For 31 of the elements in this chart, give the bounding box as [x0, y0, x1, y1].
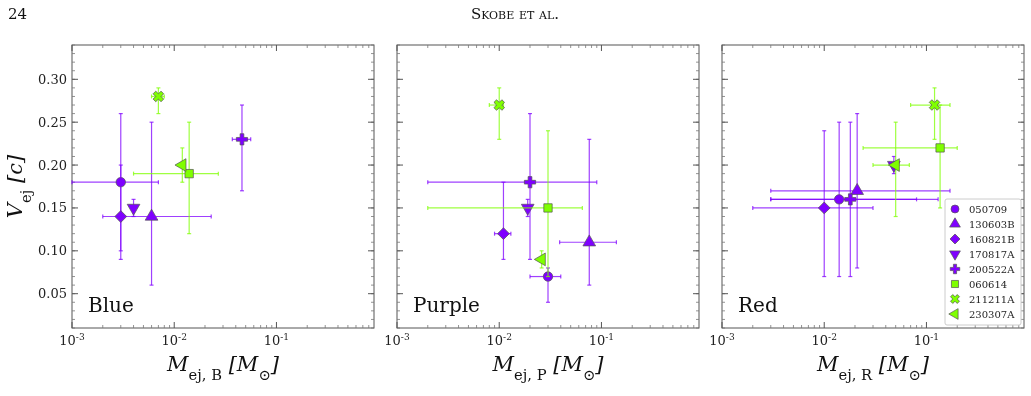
legend-label: 200522A: [969, 264, 1016, 275]
y-tick-label: 0.05: [38, 286, 67, 302]
x-tick-label: 10$^{-2}$: [811, 332, 837, 348]
text: Skobe et al.: [470, 5, 560, 23]
legend-label: 050709: [969, 204, 1008, 215]
x-tick-label: 10$^{-2}$: [486, 332, 512, 348]
y-tick-label: 0.10: [38, 243, 67, 259]
x-tick-label: 10$^{-3}$: [709, 332, 735, 348]
y-tick-label: 0.30: [38, 71, 67, 87]
y-tick-label: 0.25: [38, 114, 67, 130]
x-tick-label: 10$^{-1}$: [913, 332, 940, 348]
x-tick-label: 10$^{-2}$: [161, 332, 187, 348]
y-tick-label: 0.20: [38, 157, 67, 173]
x-tick-label: 10$^{-3}$: [384, 332, 410, 348]
x-tick-label: 10$^{-1}$: [263, 332, 290, 348]
legend-label: 160821B: [969, 234, 1015, 245]
annotation: Red: [738, 293, 778, 317]
text: 24: [8, 5, 28, 23]
x-axis-title: M$_{ej, P}$ [M$_{⊙}$]: [491, 352, 605, 383]
legend-label: 130603B: [969, 219, 1015, 230]
legend-label: 211211A: [969, 294, 1016, 305]
x-axis-title: M$_{ej, R}$ [M$_{⊙}$]: [815, 352, 930, 383]
annotation: Purple: [413, 293, 480, 317]
y-tick-label: 0.15: [38, 200, 67, 216]
legend-label: 060614: [969, 279, 1008, 290]
legend-label: 170817A: [969, 249, 1016, 260]
x-axis-title: M$_{ej, B}$ [M$_{⊙}$]: [166, 352, 280, 383]
annotation: Blue: [88, 293, 134, 317]
x-tick-label: 10$^{-1}$: [588, 332, 615, 348]
legend-label: 230307A: [969, 309, 1016, 320]
x-tick-label: 10$^{-3}$: [59, 332, 85, 348]
